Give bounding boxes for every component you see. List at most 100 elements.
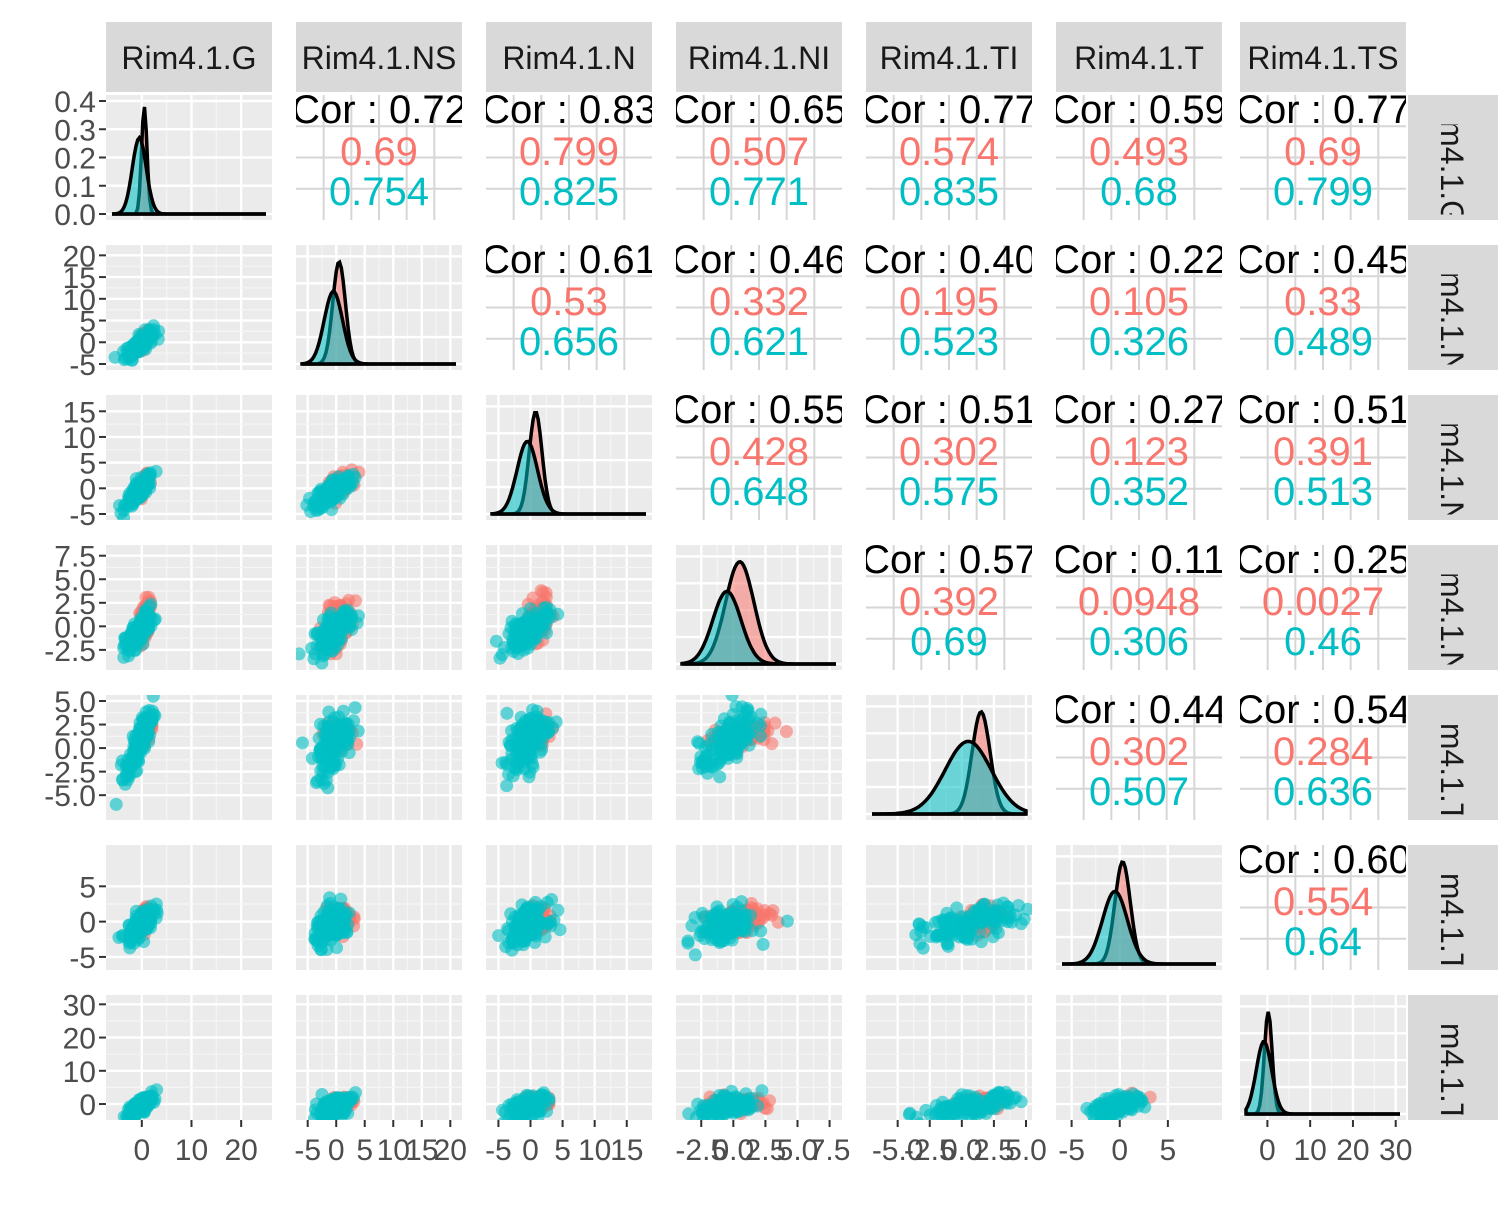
scatter-point-group-2	[134, 1099, 147, 1112]
panel-r0-c6: Cor : 0.770.690.799	[1235, 88, 1411, 220]
corr-group-2: 0.68	[1100, 170, 1178, 214]
corr-group-1: 0.799	[519, 130, 619, 174]
scatter-point-group-2	[349, 701, 362, 714]
scatter-point-group-2	[524, 726, 537, 739]
corr-overall: Cor : 0.61	[481, 238, 657, 282]
row-strip-4: Rim4.1.T	[1408, 693, 1498, 823]
column-strip-1: Rim4.1.NS	[296, 22, 462, 92]
scatter-point-group-2	[151, 907, 164, 920]
panel-r5-c2	[486, 845, 652, 970]
panel-r6-c2	[486, 995, 652, 1131]
corr-group-2: 0.326	[1089, 320, 1189, 364]
column-strip-2: Rim4.1.N	[486, 22, 652, 92]
corr-group-1: 0.33	[1284, 280, 1362, 324]
scatter-point-group-2	[913, 937, 926, 950]
scatter-point-group-2	[134, 921, 147, 934]
corr-group-2: 0.352	[1089, 470, 1189, 514]
panel-r2-c0	[106, 395, 272, 525]
scatter-point-group-2	[321, 622, 334, 635]
scatter-point-group-2	[730, 747, 743, 760]
corr-group-1: 0.195	[899, 280, 999, 324]
scatter-point-group-2	[993, 911, 1006, 924]
column-strip-3: Rim4.1.NI	[676, 22, 842, 92]
scatter-point-group-2	[708, 734, 721, 747]
scatter-point-group-2	[135, 740, 148, 753]
scatter-point-group-2	[339, 614, 352, 627]
scatter-point-group-2	[716, 744, 729, 757]
scatter-point-group-2	[327, 478, 340, 491]
corr-overall: Cor : 0.77	[1235, 88, 1411, 132]
column-strip-label: Rim4.1.NI	[688, 40, 830, 76]
row-strip-6: Rim4.1.T	[1408, 993, 1498, 1123]
scatter-point-group-2	[125, 631, 138, 644]
corr-overall: Cor : 0.55	[671, 388, 847, 432]
corr-group-2: 0.835	[899, 170, 999, 214]
corr-group-1: 0.284	[1273, 730, 1373, 774]
corr-group-1: 0.391	[1273, 430, 1373, 474]
column-strip-label: Rim4.1.T	[1074, 40, 1204, 76]
column-strip-4: Rim4.1.TI	[866, 22, 1032, 92]
corr-group-1: 0.493	[1089, 130, 1189, 174]
scatter-point-group-2	[311, 639, 324, 652]
panel-r4-c0	[106, 690, 272, 820]
scatter-point-group-2	[147, 690, 160, 703]
panel-r1-c6: Cor : 0.450.330.489	[1235, 238, 1411, 370]
scatter-point-group-2	[702, 755, 715, 768]
corr-group-2: 0.489	[1273, 320, 1373, 364]
scatter-point-group-2	[316, 1106, 329, 1119]
corr-group-1: 0.428	[709, 430, 809, 474]
scatter-point-group-2	[320, 774, 333, 787]
column-strip-label: Rim4.1.NS	[302, 40, 457, 76]
panel-r4-c2	[486, 695, 652, 820]
panel-r5-c1	[296, 845, 462, 970]
scatter-point-group-2	[742, 714, 755, 727]
corr-group-2: 0.64	[1284, 920, 1362, 964]
row-strip-2: Rim4.1.N	[1408, 391, 1498, 524]
panel-r0-c1: Cor : 0.720.690.754	[291, 88, 467, 220]
corr-overall: Cor : 0.25	[1235, 538, 1411, 582]
scatter-point-group-2	[689, 948, 702, 961]
scatter-point-group-2	[705, 933, 718, 946]
corr-group-2: 0.513	[1273, 470, 1373, 514]
corr-group-1: 0.507	[709, 130, 809, 174]
scatter-point-group-2	[311, 917, 324, 930]
panel-r4-c3	[676, 689, 842, 820]
scatter-point-group-2	[978, 898, 991, 911]
panel-r3-c3	[676, 545, 842, 670]
scatter-point-group-2	[956, 919, 969, 932]
corr-overall: Cor : 0.77	[861, 88, 1037, 132]
scatter-point-group-2	[689, 911, 702, 924]
corr-group-1: 0.302	[1089, 730, 1189, 774]
scatter-point-group-1	[765, 909, 778, 922]
panel-r6-c1	[296, 995, 462, 1126]
scatter-point-group-2	[741, 730, 754, 743]
scatter-point-group-2	[332, 927, 345, 940]
scatter-point-group-2	[544, 915, 557, 928]
scatter-point-group-2	[693, 929, 706, 942]
scatter-point-group-2	[741, 702, 754, 715]
panel-r3-c1	[293, 545, 462, 670]
scatter-point-group-2	[939, 928, 952, 941]
corr-group-2: 0.69	[910, 620, 988, 664]
scatter-point-group-2	[503, 627, 516, 640]
corr-group-1: 0.0948	[1078, 580, 1200, 624]
scatter-point-group-2	[331, 907, 344, 920]
scatter-point-group-2	[757, 938, 770, 951]
scatter-point-group-2	[514, 632, 527, 645]
scatter-point-group-1	[780, 725, 793, 738]
corr-group-2: 0.825	[519, 170, 619, 214]
scatter-point-group-2	[323, 891, 336, 904]
scatter-point-group-2	[314, 718, 327, 731]
scatter-point-group-2	[316, 759, 329, 772]
corr-group-2: 0.575	[899, 470, 999, 514]
